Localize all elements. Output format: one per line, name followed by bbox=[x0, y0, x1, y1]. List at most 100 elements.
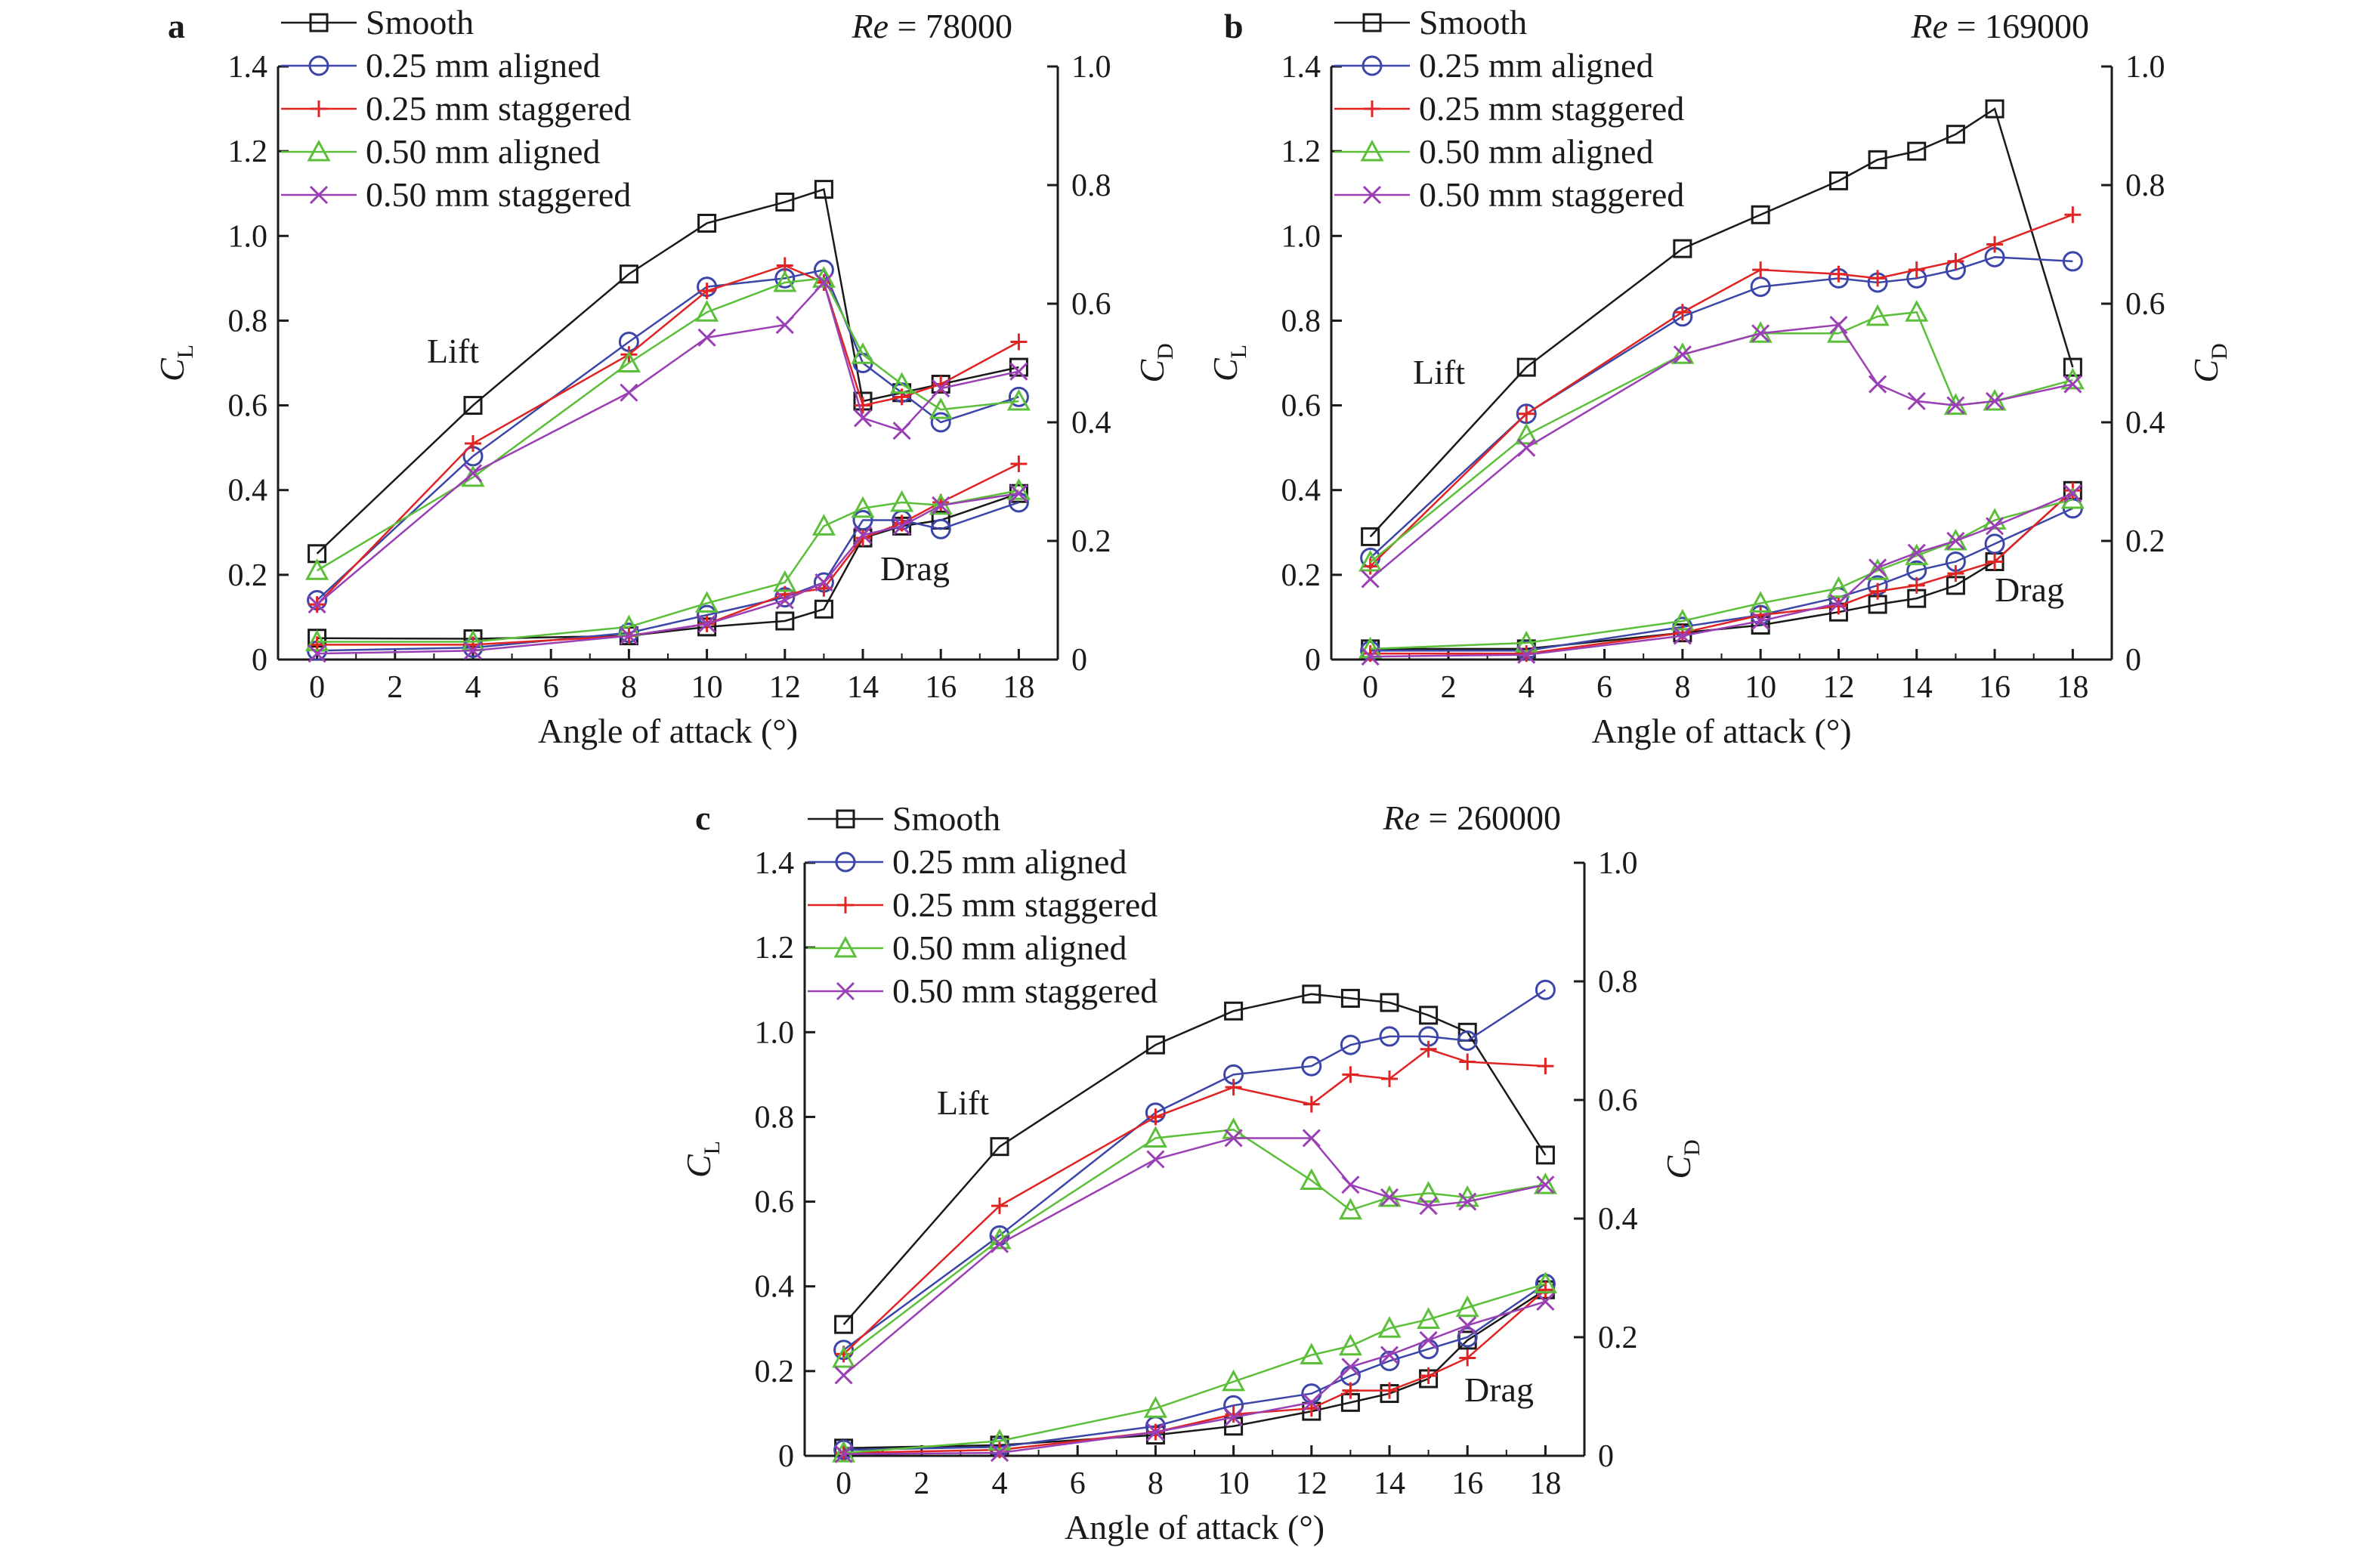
legend-label: 0.25 mm staggered bbox=[892, 885, 1158, 924]
lift-point bbox=[1380, 1188, 1399, 1207]
right-y-tick-label: 0.4 bbox=[1071, 406, 1111, 440]
drag-point bbox=[1222, 1369, 1246, 1392]
lift-point bbox=[308, 595, 326, 614]
lift-point bbox=[932, 379, 950, 398]
drag-point bbox=[775, 611, 795, 631]
lift-point bbox=[1419, 1197, 1438, 1216]
legend-marker bbox=[833, 935, 858, 958]
right-y-tick-label: 0.2 bbox=[1598, 1321, 1638, 1355]
lift-point bbox=[1300, 1168, 1324, 1191]
panel-letter: c bbox=[695, 799, 710, 837]
x-tick-label: 16 bbox=[1979, 670, 2011, 705]
lift-point bbox=[1985, 99, 2004, 119]
lift-point bbox=[1458, 1192, 1477, 1211]
drag-point bbox=[1146, 1423, 1165, 1441]
lift-series-smooth bbox=[308, 180, 1028, 564]
lift-line bbox=[316, 277, 1019, 572]
drag-point bbox=[775, 591, 794, 610]
drag-annotation: Drag bbox=[1995, 570, 2064, 609]
lift-point bbox=[1145, 1035, 1165, 1055]
lift-point bbox=[1908, 261, 1925, 279]
drag-point bbox=[305, 629, 329, 651]
right-y-tick-label: 1.0 bbox=[1598, 846, 1638, 881]
right-y-tick-label: 0 bbox=[2125, 643, 2141, 678]
left-y-tick-label: 0.2 bbox=[1281, 558, 1321, 593]
lift-point bbox=[2063, 357, 2082, 377]
lift-point bbox=[851, 342, 875, 364]
legend-marker bbox=[836, 809, 855, 829]
lift-point bbox=[1828, 171, 1848, 190]
left-y-tick-label: 1.4 bbox=[755, 846, 795, 881]
drag-annotation: Drag bbox=[1464, 1370, 1534, 1409]
lift-point bbox=[855, 397, 871, 414]
lift-point bbox=[1514, 422, 1538, 445]
x-tick-label: 8 bbox=[1674, 670, 1690, 705]
lift-point bbox=[1362, 558, 1379, 575]
lift-point bbox=[1146, 1150, 1165, 1169]
lift-point bbox=[697, 213, 717, 233]
drag-series-smooth bbox=[834, 1280, 1555, 1458]
lift-point bbox=[890, 372, 914, 394]
left-y-tick-label: 1.2 bbox=[228, 134, 268, 169]
drag-point bbox=[1455, 1295, 1479, 1318]
lift-point bbox=[305, 558, 329, 580]
drag-line bbox=[843, 1289, 1547, 1454]
lift-line bbox=[842, 1137, 1546, 1376]
left-y-axis-title: CL bbox=[679, 1141, 725, 1178]
drag-point bbox=[832, 1440, 856, 1463]
lift-line bbox=[842, 1048, 1546, 1355]
drag-line bbox=[1370, 507, 2073, 652]
drag-point bbox=[1908, 576, 1925, 594]
x-axis-title: Angle of attack (°) bbox=[1065, 1508, 1324, 1546]
x-tick-label: 0 bbox=[836, 1466, 852, 1501]
lift-point bbox=[930, 412, 951, 433]
left-y-tick-label: 1.0 bbox=[755, 1015, 795, 1050]
right-y-tick-label: 0.2 bbox=[1071, 524, 1111, 559]
drag-point bbox=[1143, 1396, 1167, 1418]
drag-point bbox=[1674, 624, 1691, 641]
drag-point bbox=[1459, 1349, 1476, 1367]
x-tick-label: 10 bbox=[1218, 1466, 1250, 1501]
drag-point bbox=[811, 514, 836, 536]
drag-point bbox=[853, 526, 873, 545]
legend-label: 0.50 mm staggered bbox=[1419, 175, 1684, 214]
legend-label: 0.50 mm aligned bbox=[892, 928, 1127, 967]
lift-point bbox=[1752, 261, 1770, 279]
lift-line bbox=[316, 280, 1019, 606]
drag-point bbox=[1458, 1316, 1477, 1335]
legend-marker bbox=[1364, 100, 1380, 117]
drag-point bbox=[855, 530, 871, 547]
lift-point bbox=[1517, 438, 1536, 457]
drag-line bbox=[1370, 498, 2073, 650]
drag-point bbox=[932, 496, 950, 514]
lift-series-smooth bbox=[1361, 99, 2082, 546]
reynolds-number-label: Re = 169000 bbox=[1911, 7, 2089, 45]
lift-point bbox=[1224, 1001, 1244, 1021]
drag-point bbox=[890, 490, 914, 512]
drag-point bbox=[1341, 1358, 1360, 1376]
lift-line bbox=[1369, 214, 2073, 567]
drag-point bbox=[1533, 1271, 1557, 1293]
lift-point bbox=[1147, 1108, 1164, 1126]
x-tick-label: 4 bbox=[1519, 670, 1535, 705]
lift-point bbox=[1338, 1197, 1362, 1220]
drag-point bbox=[1671, 608, 1695, 631]
drag-point bbox=[1419, 1330, 1438, 1349]
drag-point bbox=[1985, 517, 2004, 536]
legend-marker bbox=[1360, 139, 1384, 162]
lift-point bbox=[773, 270, 797, 292]
lift-series-0-50-mm-staggered bbox=[834, 1129, 1555, 1385]
x-tick-label: 12 bbox=[769, 670, 801, 705]
x-tick-label: 18 bbox=[1529, 1466, 1561, 1501]
lift-point bbox=[1224, 1129, 1243, 1148]
lift-point bbox=[1341, 1176, 1360, 1194]
drag-point bbox=[773, 570, 797, 592]
drag-point bbox=[1517, 645, 1536, 664]
legend-marker bbox=[1362, 185, 1382, 205]
legend-marker bbox=[836, 981, 855, 1001]
drag-point bbox=[1829, 594, 1848, 613]
drag-point bbox=[1225, 1406, 1242, 1423]
x-tick-label: 4 bbox=[992, 1466, 1008, 1501]
lift-point bbox=[695, 300, 719, 322]
